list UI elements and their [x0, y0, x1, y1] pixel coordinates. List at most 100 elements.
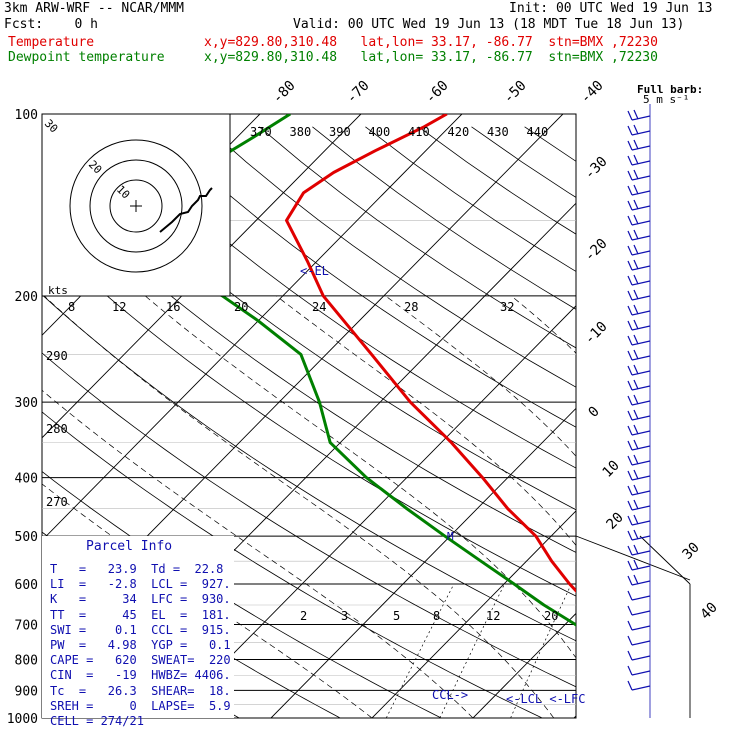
pressure-label: 200	[15, 290, 38, 305]
barb-staff	[631, 340, 651, 346]
barb-staff	[631, 505, 651, 511]
m-marker: M	[447, 530, 454, 543]
barb-feather	[633, 154, 639, 165]
barb-staff	[631, 220, 651, 226]
theta-label: 390	[329, 125, 351, 139]
barb-feather	[627, 620, 633, 631]
isotherm-extension-line	[575, 535, 691, 581]
barb-feather	[627, 650, 633, 661]
pressure-label: 300	[15, 396, 38, 411]
forecast-hour: Fcst: 0 h	[4, 17, 98, 32]
barb-feather	[627, 575, 633, 586]
wind-barb	[627, 334, 651, 346]
mixing-ratio-lines	[385, 583, 740, 718]
barb-staff	[631, 520, 651, 526]
barb-feather	[627, 155, 633, 166]
barb-feather	[627, 215, 633, 226]
dry-adiabat-line	[471, 126, 576, 198]
barb-staff	[631, 145, 651, 151]
barb-feather	[633, 439, 639, 450]
mixing-ratio-line	[439, 583, 505, 718]
barb-feather	[627, 410, 633, 421]
barb-staff	[631, 565, 651, 571]
barb-staff	[631, 625, 651, 631]
parcel-info-row: TT = 45 EL = 181.	[50, 607, 231, 622]
barb-staff	[631, 265, 651, 271]
barb-feather	[633, 394, 639, 405]
theta-label: 400	[369, 125, 391, 139]
mixing-ratio-label: 5	[393, 609, 400, 623]
wind-barb	[627, 680, 651, 691]
wind-barb	[627, 529, 651, 541]
barb-staff	[631, 610, 651, 616]
barb-feather	[627, 260, 633, 271]
barb-feather	[627, 200, 633, 211]
barb-feather	[627, 560, 633, 571]
barb-feather	[627, 110, 633, 121]
wind-barb	[627, 214, 651, 226]
lcl-lfc-marker: <-LCL <-LFC	[506, 692, 585, 706]
barb-feather	[627, 605, 633, 616]
barb-staff	[631, 475, 651, 481]
wind-barb	[627, 244, 651, 256]
barb-feather	[633, 349, 639, 360]
mixing-ratio-line	[579, 584, 636, 718]
wind-barb	[627, 169, 651, 181]
barb-staff	[631, 670, 651, 676]
parcel-info-row: Tc = 26.3 SHEAR= 18.	[50, 683, 231, 698]
speed-scale-label: 12	[112, 300, 126, 314]
barb-staff	[631, 115, 651, 121]
wind-barb	[627, 184, 651, 196]
barb-feather	[633, 169, 639, 180]
isotherm-label: -30	[582, 154, 611, 183]
barb-feather	[627, 125, 633, 136]
wind-barb	[627, 394, 651, 406]
barb-feather	[633, 544, 639, 555]
pressure-label: 500	[15, 530, 38, 545]
mixing-ratio-line	[723, 584, 740, 718]
barb-feather	[627, 470, 633, 481]
barb-feather	[633, 244, 639, 255]
dry-adiabat-line	[631, 127, 740, 731]
parcel-info-row: SWI = 0.1 CCL = 915.	[50, 622, 231, 637]
barb-staff	[631, 685, 651, 691]
mixing-ratio-line	[510, 583, 572, 718]
dry-adiabat-line	[365, 126, 576, 272]
parcel-info-row: LI = -2.8 LCL = 927.	[50, 577, 231, 592]
pressure-label: 700	[15, 618, 38, 633]
parcel-info-title: Parcel Info	[86, 539, 173, 554]
barb-feather	[633, 484, 639, 495]
wind-barb	[627, 469, 651, 481]
barb-feather	[633, 184, 639, 195]
isotherm-label: 10	[600, 458, 623, 481]
pressure-label: 400	[15, 472, 38, 487]
moist-adiabat-line	[42, 389, 474, 718]
barb-staff	[631, 235, 651, 241]
barb-feather	[627, 230, 633, 241]
pressure-label: 1000	[7, 712, 38, 727]
isotherm-line	[472, 612, 576, 718]
isotherm-label: -10	[582, 319, 611, 348]
barb-feather	[627, 380, 633, 391]
barb-feather	[627, 635, 633, 646]
barb-feather	[627, 140, 633, 151]
wind-barb	[627, 349, 651, 361]
isotherm-label: 0	[586, 404, 603, 421]
barb-staff	[631, 580, 651, 586]
barb-legend-line2: 5 m s⁻¹	[643, 93, 690, 106]
barb-feather	[627, 680, 633, 691]
wind-barb	[627, 499, 651, 511]
wind-barb	[627, 379, 651, 391]
wind-barb	[627, 154, 651, 166]
barb-staff	[631, 295, 651, 301]
barb-feather	[627, 290, 633, 301]
isotherm-label: -60	[423, 78, 452, 107]
theta-low-label: 290	[46, 349, 68, 363]
barb-feather	[633, 409, 639, 420]
legend-temperature-location: x,y=829.80,310.48 lat,lon= 33.17, -86.77…	[204, 35, 658, 50]
wind-barb	[627, 574, 651, 586]
isotherm-line	[42, 114, 463, 541]
barb-feather	[633, 334, 639, 345]
barb-feather	[627, 335, 633, 346]
dry-adiabat-line	[42, 352, 576, 688]
